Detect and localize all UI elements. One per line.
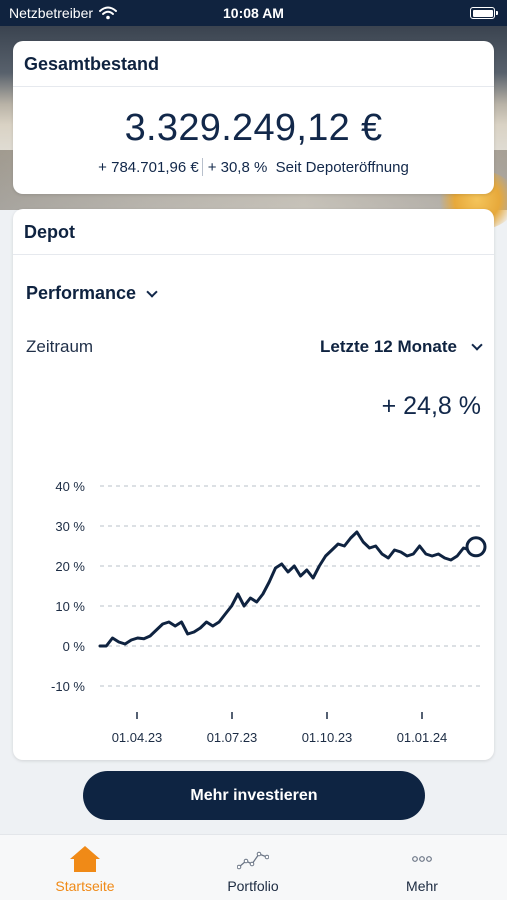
tab-portfolio[interactable]: Portfolio: [193, 835, 313, 900]
chevron-down-icon: [146, 285, 158, 298]
carrier-name: Netzbetreiber: [9, 5, 94, 21]
performance-value: + 24,8 %: [381, 392, 481, 420]
line-chart-icon: [237, 851, 269, 870]
y-tick-label: 10 %: [55, 599, 85, 614]
tab-label: Portfolio: [227, 878, 279, 894]
view-selector-label: Performance: [26, 283, 137, 303]
total-holdings-card: Gesamtbestand 3.329.249,12 € + 784.701,9…: [13, 41, 494, 194]
carrier-group: Netzbetreiber: [9, 5, 118, 21]
tab-label: Mehr: [406, 878, 438, 894]
y-tick-label: 40 %: [55, 479, 85, 494]
change-percent: + 30,8 %: [207, 159, 268, 176]
current-value-marker: [465, 536, 487, 558]
period-selector[interactable]: Letzte 12 Monate: [320, 337, 483, 357]
depot-card: Depot Performance Zeitraum Letzte 12 Mon…: [13, 209, 494, 760]
tab-startseite[interactable]: Startseite: [25, 835, 145, 900]
more-dots-icon: [412, 856, 432, 862]
period-label: Zeitraum: [26, 337, 94, 356]
chevron-down-icon: [471, 339, 483, 351]
tab-mehr[interactable]: Mehr: [362, 835, 482, 900]
house-icon: [70, 846, 100, 872]
total-amount: 3.329.249,12 €: [124, 107, 383, 149]
tab-label: Startseite: [55, 878, 115, 894]
total-holdings-title: Gesamtbestand: [13, 41, 494, 87]
depot-title: Depot: [13, 209, 494, 255]
change-divider: [201, 158, 203, 176]
change-absolute: + 784.701,96 €: [98, 159, 199, 176]
view-selector[interactable]: Performance: [26, 283, 158, 304]
performance-line: [98, 530, 478, 648]
performance-chart: 40 % 30 % 20 % 10 % 0 % -10 % 01.04.23 01.07.23…: [51, 479, 487, 745]
status-bar: Netzbetreiber 10:08 AM: [0, 0, 507, 26]
battery-icon: [470, 7, 498, 19]
y-tick-label: 20 %: [55, 559, 85, 574]
x-tick-label: 01.10.23: [302, 730, 353, 745]
status-time: 10:08 AM: [223, 5, 284, 21]
y-tick-label: 30 %: [55, 519, 85, 534]
tab-bar: Startseite Portfolio Mehr: [0, 834, 507, 900]
period-value: Letzte 12 Monate: [320, 337, 457, 356]
x-tick-label: 01.04.23: [112, 730, 163, 745]
wifi-icon: [99, 6, 118, 20]
invest-more-button[interactable]: Mehr investieren: [83, 771, 425, 820]
y-tick-label: 0 %: [63, 639, 86, 654]
x-tick-label: 01.07.23: [207, 730, 258, 745]
total-change: + 784.701,96 € + 30,8 % Seit Depoteröffnu…: [13, 158, 494, 176]
y-tick-label: -10 %: [51, 679, 85, 694]
x-tick-label: 01.01.24: [397, 730, 448, 745]
change-since: Seit Depoteröffnung: [275, 159, 409, 176]
